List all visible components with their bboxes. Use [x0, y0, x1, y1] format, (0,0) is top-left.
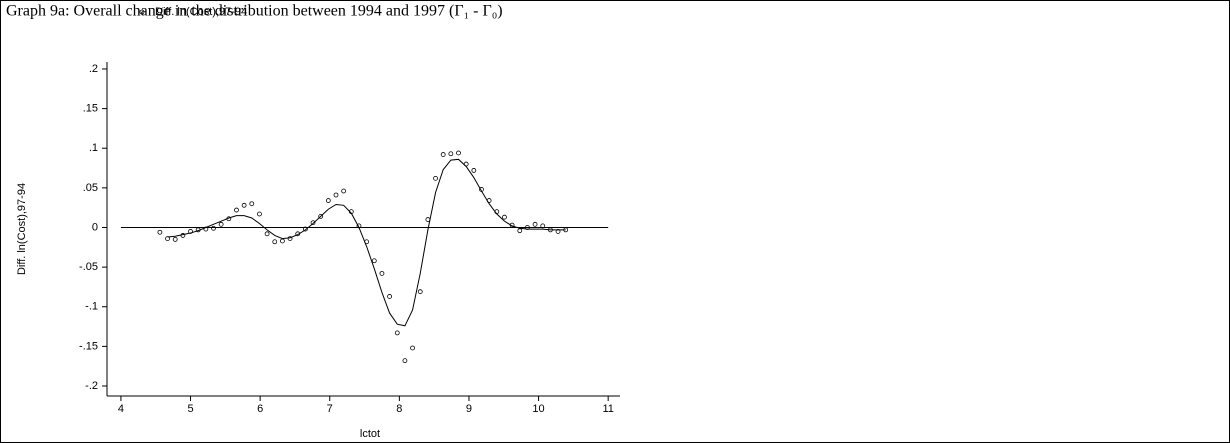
point — [234, 207, 239, 213]
point — [341, 188, 347, 194]
point — [471, 168, 477, 173]
point — [302, 226, 308, 232]
x-tick-label: 10 — [532, 403, 544, 415]
point — [218, 221, 224, 227]
x-tick-label: 4 — [118, 403, 124, 415]
point — [172, 236, 178, 242]
point — [448, 151, 454, 157]
point — [502, 214, 507, 220]
point — [410, 345, 415, 351]
point — [325, 198, 331, 203]
point — [280, 238, 285, 244]
point — [272, 239, 278, 245]
y-tick-label: .2 — [89, 63, 98, 75]
legend-label: Diff. ln(Cost),97-94 — [155, 6, 247, 18]
point — [532, 221, 538, 227]
point — [371, 258, 377, 264]
point — [433, 175, 438, 181]
chart-title: Graph 9a: Overall change in the distribu… — [6, 3, 503, 20]
x-tick-label: 11 — [602, 403, 613, 415]
point — [517, 228, 523, 234]
point — [157, 229, 163, 235]
point — [387, 294, 393, 299]
point — [310, 220, 316, 226]
y-tick-label: .15 — [83, 103, 98, 115]
y-tick-label: -.15 — [79, 340, 98, 352]
y-tick-label: -.2 — [85, 380, 98, 392]
point — [333, 192, 339, 198]
point — [287, 236, 293, 241]
x-tick-label: 5 — [187, 403, 193, 415]
point — [440, 152, 446, 157]
x-axis-label: lctot — [360, 428, 380, 440]
y-tick-label: -.05 — [79, 261, 98, 273]
point — [417, 289, 423, 295]
point — [249, 201, 255, 207]
point — [456, 150, 461, 156]
point — [241, 202, 247, 208]
x-tick-label: 7 — [327, 403, 333, 415]
y-tick-label: 0 — [92, 221, 98, 233]
point — [394, 330, 400, 336]
x-tick-label: 6 — [257, 403, 263, 415]
y-tick-label: .05 — [83, 182, 98, 194]
legend-marker — [139, 9, 145, 15]
point — [257, 211, 262, 217]
point — [402, 358, 408, 364]
smooth-line — [167, 158, 566, 327]
y-axis-label: Diff. ln(Cost),97-94 — [16, 183, 28, 275]
point — [379, 271, 385, 276]
point — [264, 231, 270, 237]
y-tick-label: -.1 — [85, 301, 98, 313]
point — [211, 225, 216, 231]
point — [318, 213, 324, 219]
y-tick-label: .1 — [89, 142, 98, 154]
x-tick-label: 8 — [396, 403, 402, 415]
point — [540, 223, 546, 229]
x-tick-label: 9 — [466, 403, 472, 415]
